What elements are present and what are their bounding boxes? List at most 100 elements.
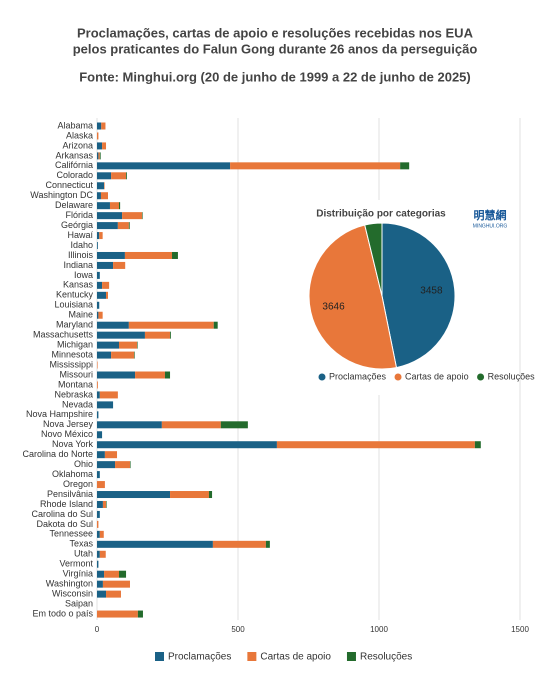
bar-segment bbox=[99, 152, 101, 160]
bar-segment bbox=[97, 431, 103, 439]
bar-segment bbox=[220, 421, 248, 429]
bar-segment bbox=[118, 341, 138, 349]
legend-swatch bbox=[477, 373, 485, 381]
bar-segment bbox=[97, 251, 125, 259]
pie-slice bbox=[364, 222, 383, 297]
bar-segment bbox=[230, 162, 401, 170]
bar-segment bbox=[97, 202, 110, 210]
y-tick-label: Missouri bbox=[59, 369, 93, 379]
y-tick-label: Connecticut bbox=[45, 180, 93, 190]
bar-segment bbox=[97, 560, 99, 568]
bar-segment bbox=[97, 351, 112, 359]
bar-segment bbox=[128, 222, 130, 230]
bar-segment bbox=[113, 261, 126, 269]
bar-segment bbox=[97, 510, 100, 518]
bar-segment bbox=[97, 132, 99, 140]
y-tick-label: Saipan bbox=[65, 598, 93, 608]
legend-swatch bbox=[394, 373, 402, 381]
bar-segment bbox=[97, 281, 103, 289]
bar-segment bbox=[99, 530, 104, 538]
bar-segment bbox=[97, 481, 105, 489]
bar-segment bbox=[122, 212, 143, 220]
y-tick-label: Novo México bbox=[41, 429, 93, 439]
bar-segment bbox=[117, 222, 129, 230]
bar-segment bbox=[104, 182, 105, 190]
bar-segment bbox=[97, 500, 103, 508]
bar-segment bbox=[97, 520, 99, 528]
bar-segment bbox=[142, 212, 143, 220]
y-tick-label: Alaska bbox=[66, 130, 93, 140]
bar-segment bbox=[474, 441, 481, 449]
bar-segment bbox=[161, 421, 221, 429]
bar-segment bbox=[97, 381, 98, 389]
legend-label: Cartas de apoio bbox=[260, 652, 331, 663]
bar-segment bbox=[97, 361, 98, 369]
bar-segment bbox=[170, 491, 209, 499]
bar-segment bbox=[106, 500, 107, 508]
bar-segment bbox=[265, 540, 270, 548]
y-tick-label: Colorado bbox=[56, 170, 93, 180]
bar-segment bbox=[134, 351, 135, 359]
y-tick-label: Iowa bbox=[74, 270, 93, 280]
pie-value-label: 3646 bbox=[322, 301, 345, 312]
y-tick-label: Em todo o país bbox=[32, 608, 93, 618]
y-tick-label: Pensilvânia bbox=[47, 489, 93, 499]
legend-label: Proclamações bbox=[168, 652, 231, 663]
y-tick-label: Vermont bbox=[59, 559, 93, 569]
bar-segment bbox=[102, 500, 107, 508]
y-tick-label: Illinois bbox=[68, 250, 94, 260]
y-tick-label: Nova Hampshire bbox=[26, 409, 93, 419]
bar-segment bbox=[104, 451, 118, 459]
y-tick-label: Nova Jersey bbox=[43, 419, 94, 429]
bar-segment bbox=[170, 331, 171, 339]
bar-segment bbox=[97, 471, 100, 479]
y-tick-label: Wisconsin bbox=[52, 588, 93, 598]
bar-segment bbox=[97, 550, 100, 558]
bar-segment bbox=[97, 530, 100, 538]
bar-segment bbox=[97, 570, 105, 578]
y-tick-label: Arkansas bbox=[55, 150, 93, 160]
bar-segment bbox=[102, 580, 130, 588]
bar-segment bbox=[97, 540, 213, 548]
y-tick-label: Mississippi bbox=[49, 359, 93, 369]
y-tick-label: Delaware bbox=[55, 200, 93, 210]
bar-segment bbox=[97, 271, 100, 279]
legend-swatch bbox=[346, 652, 356, 661]
bar-segment bbox=[97, 461, 116, 469]
y-tick-label: Idaho bbox=[70, 240, 93, 250]
y-tick-label: Hawaí bbox=[67, 230, 93, 240]
bar-segment bbox=[97, 311, 99, 319]
y-tick-label: Louisiana bbox=[54, 300, 93, 310]
bar-segment bbox=[172, 251, 178, 259]
bar-segment bbox=[102, 142, 107, 150]
bar-segment bbox=[109, 202, 119, 210]
x-tick-label: 1000 bbox=[370, 625, 388, 634]
bar-segment bbox=[97, 421, 162, 429]
bar-segment bbox=[97, 291, 107, 299]
chart-title: Proclamações, cartas de apoio e resoluçõ… bbox=[77, 25, 474, 40]
bar-segment bbox=[97, 411, 99, 419]
y-tick-label: Flórida bbox=[65, 210, 93, 220]
y-tick-label: Kentucky bbox=[56, 290, 94, 300]
bar-segment bbox=[99, 391, 118, 399]
bar-segment bbox=[97, 192, 101, 200]
y-tick-label: Califórnia bbox=[55, 160, 93, 170]
bar-segment bbox=[102, 281, 110, 289]
bar-segment bbox=[97, 232, 100, 240]
bar-segment bbox=[97, 371, 136, 379]
bar-segment bbox=[104, 570, 119, 578]
bar-segment bbox=[97, 122, 102, 130]
legend-swatch bbox=[318, 373, 326, 381]
x-tick-label: 1500 bbox=[511, 625, 529, 634]
legend-label: Resoluções bbox=[488, 371, 536, 381]
bar-segment bbox=[97, 580, 103, 588]
bar-segment bbox=[97, 321, 129, 329]
bar-segment bbox=[97, 212, 123, 220]
y-tick-label: Washington bbox=[46, 579, 93, 589]
y-tick-label: Minnesota bbox=[51, 349, 93, 359]
y-tick-label: Washington DC bbox=[30, 190, 93, 200]
bar-segment bbox=[115, 461, 130, 469]
bar-segment bbox=[99, 232, 103, 240]
bar-segment bbox=[208, 491, 213, 499]
